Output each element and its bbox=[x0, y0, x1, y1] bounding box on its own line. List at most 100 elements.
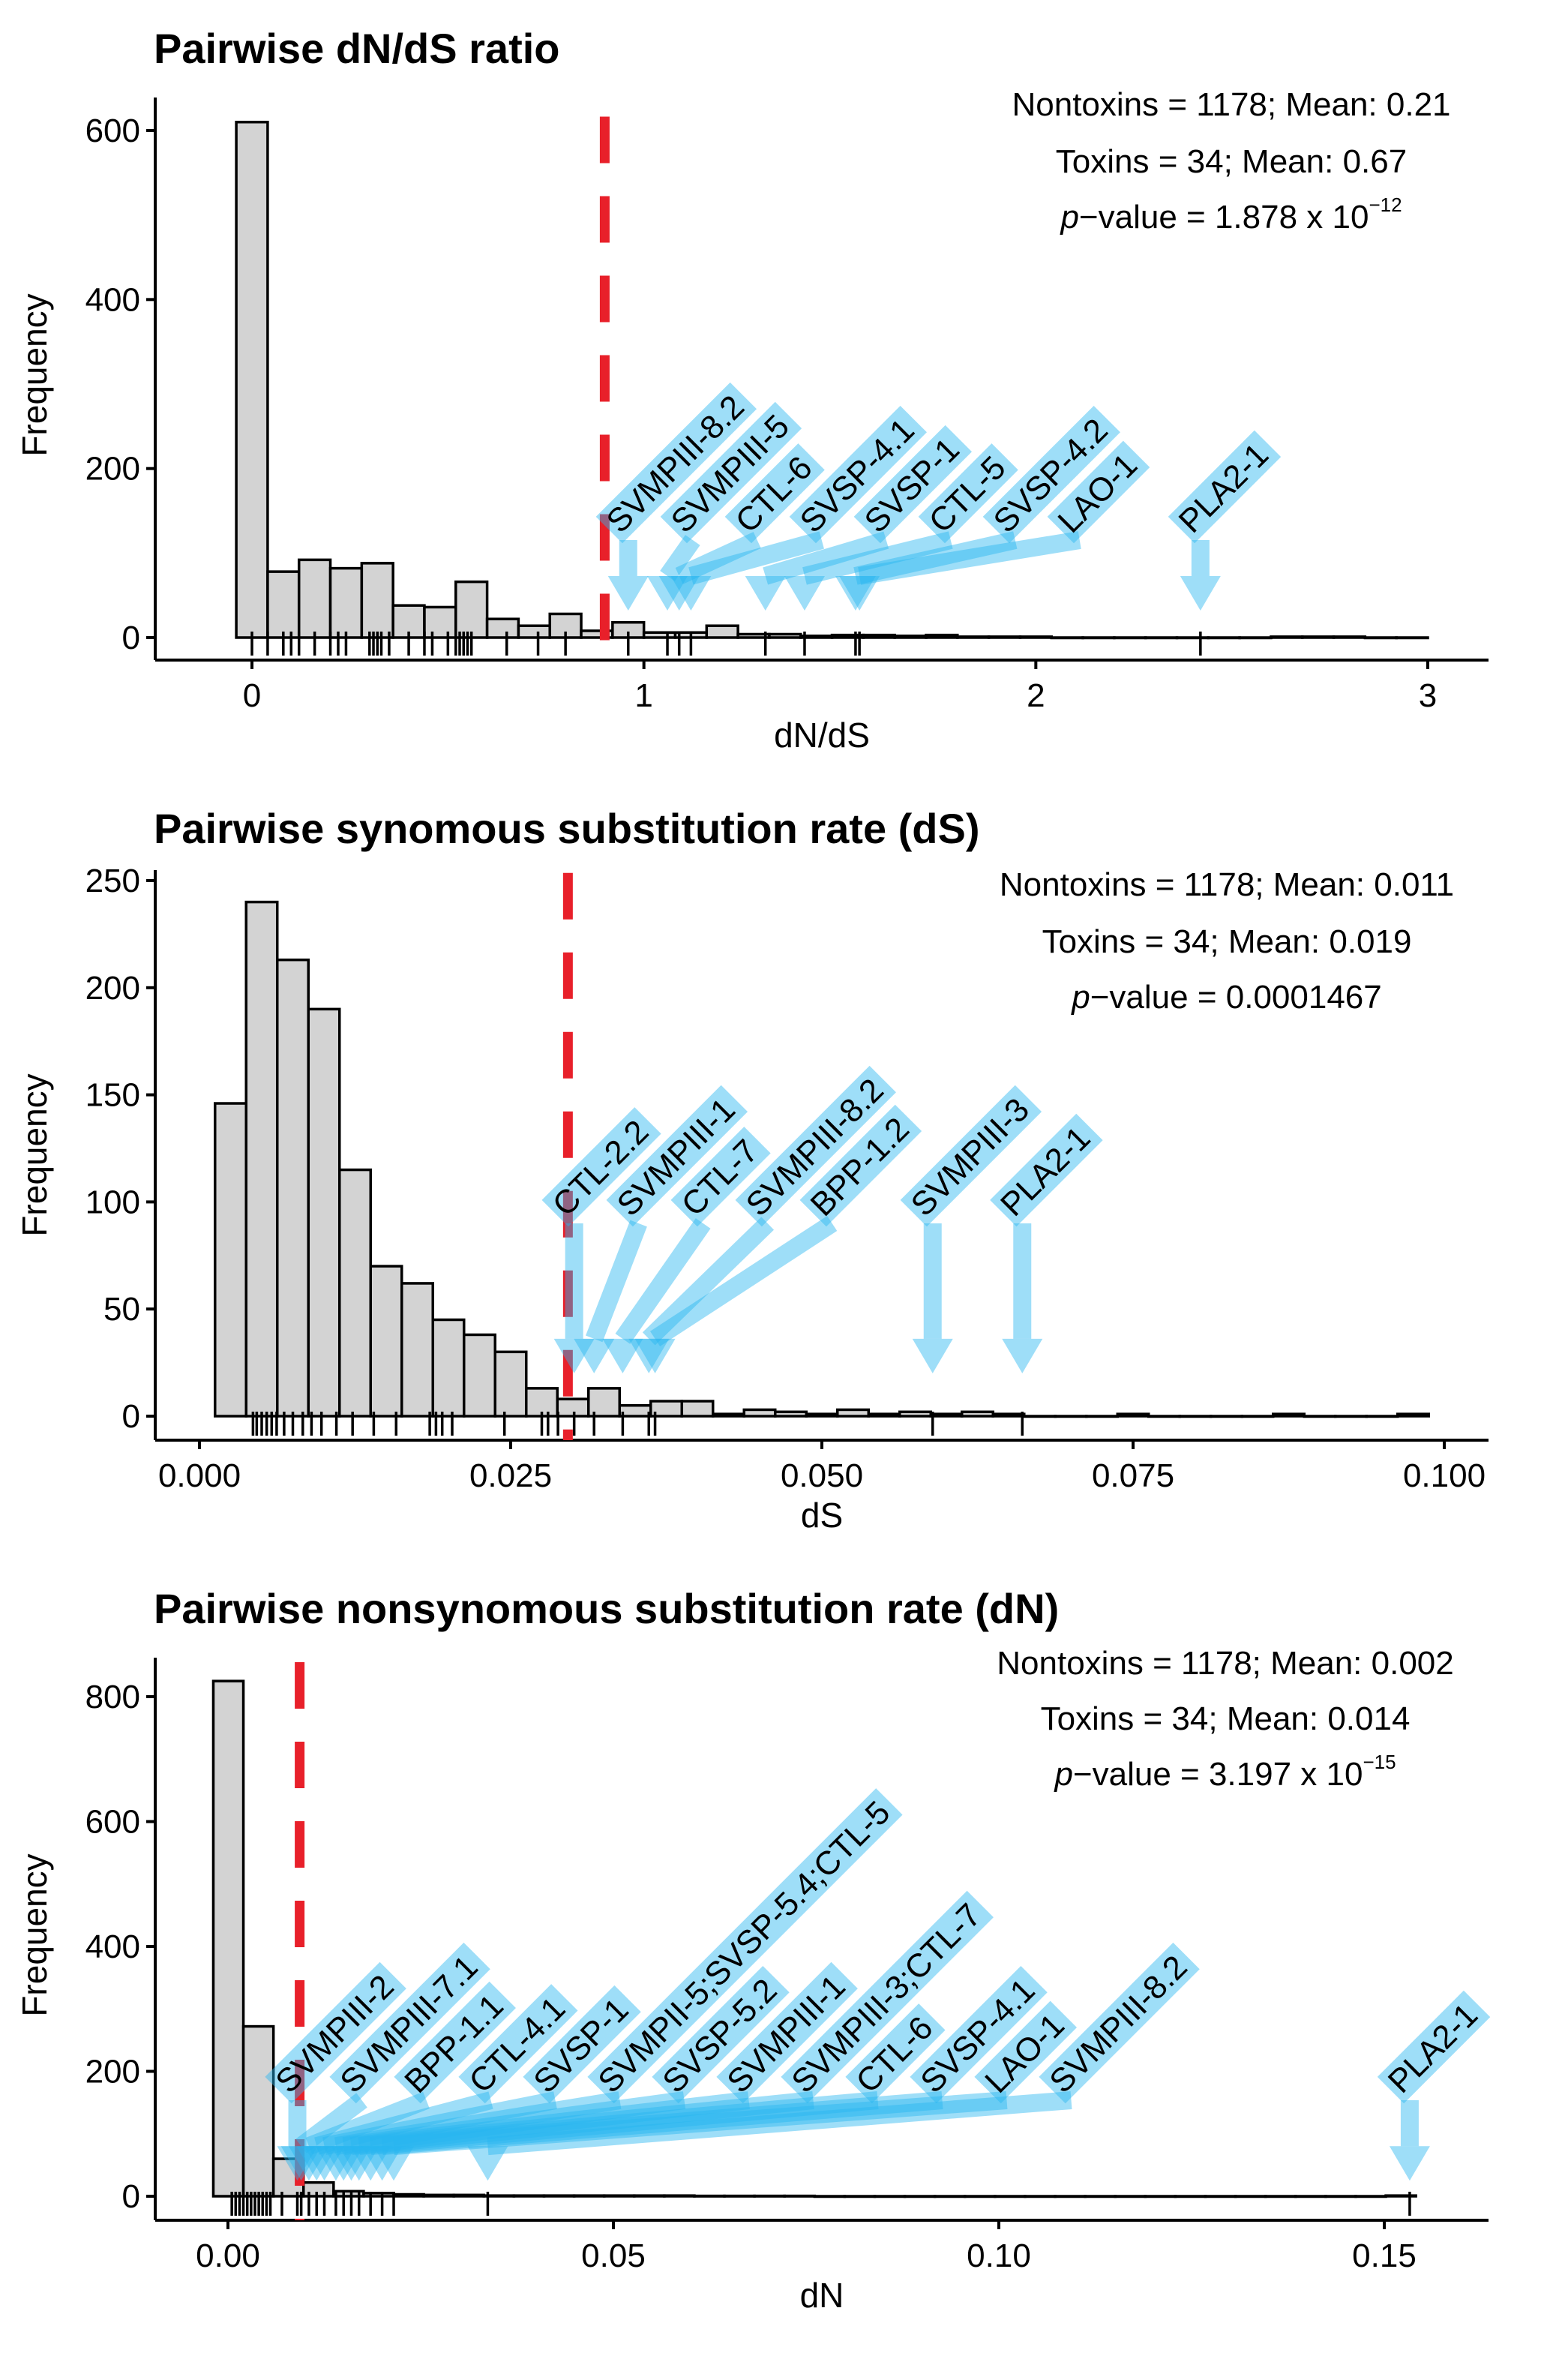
arrow-shaft bbox=[358, 2091, 814, 2156]
x-axis-label: dS bbox=[801, 1496, 843, 1535]
label-background bbox=[781, 1890, 994, 2104]
p-value: p−value = 0.0001467 bbox=[1070, 979, 1382, 1016]
y-tick-label: 200 bbox=[85, 451, 140, 488]
chart-title: Pairwise synomous substitution rate (dS) bbox=[154, 805, 980, 852]
histogram-bar bbox=[991, 1412, 1026, 1418]
y-tick-label: 800 bbox=[85, 1679, 140, 1715]
y-tick-label: 200 bbox=[85, 970, 140, 1007]
histogram-bar bbox=[493, 1350, 528, 1418]
arrow-head bbox=[361, 2146, 403, 2181]
histogram-bar bbox=[454, 580, 489, 639]
histogram-bars bbox=[214, 900, 1430, 1418]
histogram-bar bbox=[369, 1265, 403, 1418]
histogram-bar bbox=[266, 570, 301, 639]
chart-title: Pairwise nonsynomous substitution rate (… bbox=[154, 1585, 1059, 1632]
histogram-bar bbox=[956, 635, 991, 639]
histogram-bar bbox=[525, 1387, 559, 1418]
arrow-head bbox=[634, 1338, 676, 1373]
x-tick-label: 0.15 bbox=[1352, 2237, 1417, 2274]
histogram-bar bbox=[512, 2194, 546, 2198]
arrow-shaft bbox=[295, 2093, 367, 2153]
histogram-bar bbox=[1384, 2194, 1417, 2198]
arrow-head bbox=[1389, 2146, 1430, 2181]
arrow-shaft bbox=[342, 2091, 686, 2156]
arrow-shaft bbox=[853, 531, 1018, 585]
label-background bbox=[974, 2000, 1078, 2104]
histogram-bar bbox=[1024, 2195, 1057, 2198]
arrow-head bbox=[296, 2146, 337, 2181]
label-background bbox=[724, 443, 825, 544]
label-background bbox=[1039, 1942, 1200, 2104]
histogram-bar bbox=[1210, 1415, 1243, 1418]
arrow-head bbox=[607, 575, 649, 611]
histogram-bar bbox=[297, 558, 332, 639]
histogram-bar bbox=[400, 1282, 434, 1418]
arrow-shaft bbox=[642, 1217, 775, 1346]
histogram-bar bbox=[211, 1679, 245, 2198]
y-tick-label: 50 bbox=[103, 1291, 140, 1328]
label-background bbox=[523, 1985, 641, 2104]
y-tick-label: 250 bbox=[85, 863, 140, 899]
x-tick-label: 0.025 bbox=[469, 1457, 552, 1494]
y-axis-label: Frequency bbox=[15, 1073, 54, 1236]
arrow-shaft bbox=[675, 532, 761, 584]
label-background bbox=[900, 1085, 1042, 1227]
histogram-bar bbox=[862, 633, 896, 639]
arrow-shaft bbox=[314, 2091, 493, 2155]
histogram-bar bbox=[1240, 1415, 1275, 1418]
y-tick-label: 150 bbox=[85, 1077, 140, 1114]
y-tick-label: 600 bbox=[85, 1804, 140, 1841]
label-background bbox=[670, 1127, 771, 1227]
histogram-bar bbox=[768, 632, 802, 639]
arrow-head bbox=[338, 2146, 379, 2181]
histogram-bar bbox=[276, 958, 310, 1418]
histogram-bar bbox=[485, 617, 520, 639]
p-value-text: −value = 1.878 x 10 bbox=[1079, 199, 1369, 236]
y-tick-label: 0 bbox=[122, 1398, 140, 1435]
arrow-head bbox=[602, 1338, 643, 1373]
histogram-bar bbox=[423, 605, 457, 639]
arrow-head bbox=[315, 2146, 356, 2181]
arrow-shaft bbox=[370, 2091, 879, 2156]
histogram-bar bbox=[867, 1412, 901, 1418]
arrow-head bbox=[574, 1338, 615, 1373]
arrow-head bbox=[553, 1338, 595, 1373]
histogram-bar bbox=[1023, 1415, 1057, 1418]
histogram-bar bbox=[929, 1412, 964, 1418]
label-background bbox=[918, 443, 1018, 544]
histogram-bar bbox=[898, 1410, 932, 1418]
p-value-text: −value = 3.197 x 10 bbox=[1073, 1756, 1363, 1793]
histogram-bar bbox=[903, 2195, 937, 2198]
arrow-head bbox=[647, 575, 688, 611]
histogram-bar bbox=[422, 2193, 455, 2198]
x-tick-label: 0.075 bbox=[1092, 1457, 1174, 1494]
arrow-head bbox=[323, 2146, 364, 2181]
p-exponent: −12 bbox=[1369, 194, 1402, 216]
histogram-bar bbox=[836, 1408, 870, 1418]
arrow-shaft bbox=[381, 2091, 943, 2156]
label-background bbox=[595, 382, 757, 544]
label-background bbox=[716, 1961, 858, 2104]
y-axis-label: Frequency bbox=[15, 293, 54, 456]
label-background bbox=[982, 405, 1120, 544]
arrow-shaft bbox=[763, 531, 889, 585]
arrow-head bbox=[658, 575, 700, 611]
x-tick-label: 0.05 bbox=[581, 2237, 646, 2274]
arrow-head bbox=[628, 1338, 670, 1373]
histogram-bar bbox=[618, 1403, 652, 1418]
x-tick-label: 2 bbox=[1027, 677, 1045, 714]
arrow-head bbox=[784, 575, 825, 611]
y-tick-label: 400 bbox=[85, 1928, 140, 1965]
x-tick-label: 1 bbox=[634, 677, 652, 714]
arrow-shaft bbox=[487, 2091, 1072, 2156]
histogram-bar bbox=[587, 1387, 621, 1418]
arrow-head bbox=[1180, 575, 1221, 611]
p-value-text: −value = 0.0001467 bbox=[1090, 979, 1382, 1016]
histogram-bar bbox=[1272, 1412, 1306, 1418]
arrow-shaft bbox=[322, 2091, 557, 2155]
histogram-bar bbox=[961, 1410, 994, 1418]
histogram-bar bbox=[1085, 1415, 1119, 1418]
arrow-head bbox=[280, 2146, 322, 2181]
panel-2: Pairwise synomous substitution rate (dS)… bbox=[15, 805, 1489, 1535]
